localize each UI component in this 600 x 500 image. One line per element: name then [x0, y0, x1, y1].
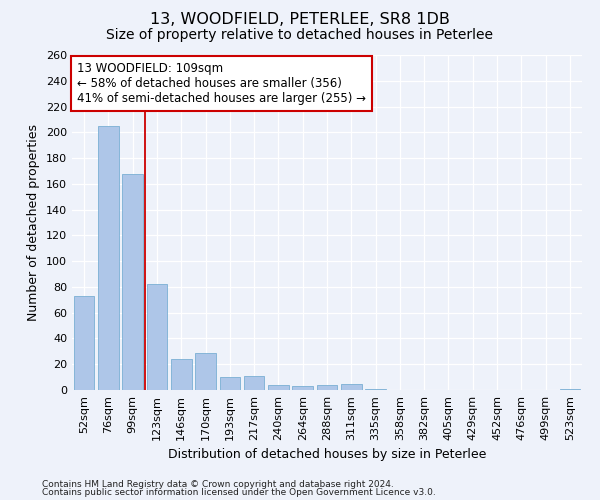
Text: 13 WOODFIELD: 109sqm
← 58% of detached houses are smaller (356)
41% of semi-deta: 13 WOODFIELD: 109sqm ← 58% of detached h…: [77, 62, 366, 104]
Bar: [244, 376, 265, 390]
Text: Contains HM Land Registry data © Crown copyright and database right 2024.: Contains HM Land Registry data © Crown c…: [42, 480, 394, 489]
Bar: [220, 377, 240, 390]
Bar: [268, 385, 289, 390]
Bar: [122, 174, 143, 390]
Text: 13, WOODFIELD, PETERLEE, SR8 1DB: 13, WOODFIELD, PETERLEE, SR8 1DB: [150, 12, 450, 28]
Bar: [292, 386, 313, 390]
Bar: [146, 284, 167, 390]
Bar: [74, 296, 94, 390]
Y-axis label: Number of detached properties: Number of detached properties: [28, 124, 40, 321]
Text: Size of property relative to detached houses in Peterlee: Size of property relative to detached ho…: [107, 28, 493, 42]
Bar: [195, 352, 216, 390]
Bar: [317, 385, 337, 390]
Bar: [341, 384, 362, 390]
X-axis label: Distribution of detached houses by size in Peterlee: Distribution of detached houses by size …: [168, 448, 486, 462]
Bar: [98, 126, 119, 390]
Text: Contains public sector information licensed under the Open Government Licence v3: Contains public sector information licen…: [42, 488, 436, 497]
Bar: [365, 388, 386, 390]
Bar: [171, 359, 191, 390]
Bar: [560, 388, 580, 390]
